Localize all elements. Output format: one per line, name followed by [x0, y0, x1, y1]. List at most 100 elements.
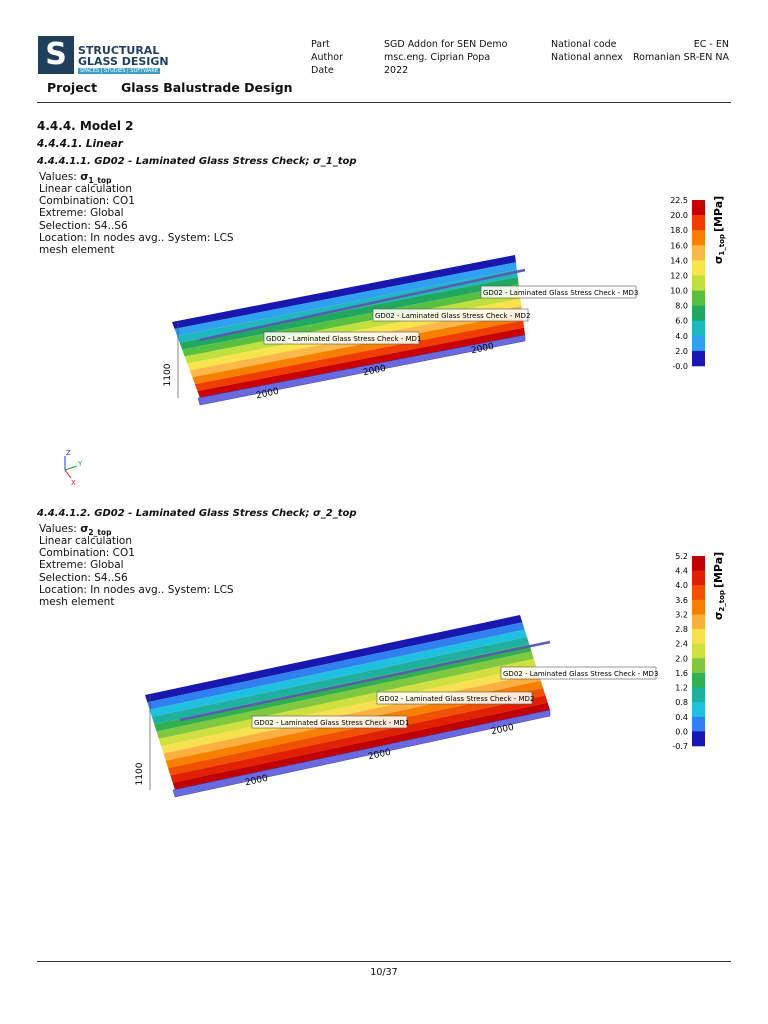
height-label: 1100 [163, 363, 173, 386]
logo-tagline: SPACES | STUDIES | SOFTWARE [78, 68, 160, 74]
code-value: Romanian SR-EN NA [633, 52, 729, 63]
check-label: GD02 - Laminated Glass Stress Check - MD… [266, 335, 421, 343]
code-label: National annex [551, 52, 623, 63]
legend-swatch [692, 629, 705, 644]
length-label: 2000 [490, 723, 515, 738]
contour-band [194, 320, 525, 392]
contour-band [172, 255, 516, 329]
values-label: Values: [39, 523, 77, 535]
project-label: Project [47, 80, 98, 95]
legend-swatch [692, 570, 705, 586]
plot: 1100 2000 2000 2000 GD02 - Laminated Glass S… [64, 196, 726, 487]
rail [199, 268, 526, 342]
info-line: Linear calculation [39, 535, 132, 547]
figure-title: 4.4.4.1.1. GD02 - Laminated Glass Stress… [37, 156, 357, 167]
logo-line: STRUCTURAL [78, 44, 160, 57]
legend-swatch [692, 200, 705, 216]
contour-band [145, 615, 523, 703]
legend-value: 0.8 [675, 698, 688, 707]
project-name: Glass Balustrade Design [121, 80, 293, 95]
beam [197, 334, 526, 406]
info-line: mesh element [39, 596, 115, 608]
legend-swatch [692, 215, 705, 231]
values-symbol: σ [80, 171, 89, 183]
meta-label: Author [311, 52, 343, 63]
contour-band [197, 327, 526, 398]
legend-title: σ1_top [MPa] [712, 196, 726, 264]
legend-swatch [692, 260, 705, 276]
length-label: 2000 [244, 774, 269, 789]
check-label: GD02 - Laminated Glass Stress Check - MD… [503, 670, 658, 678]
legend-value: 22.5 [670, 196, 688, 205]
legend-title: σ2_top [MPa] [712, 552, 726, 620]
contour-band [172, 702, 550, 790]
contour-band [192, 313, 524, 385]
rail [179, 640, 551, 722]
contour-band [147, 622, 525, 710]
values-symbol: σ [80, 523, 89, 535]
legend-value: 0.0 [675, 727, 688, 736]
legend-swatch [692, 556, 705, 571]
code-label: National code [551, 39, 617, 50]
legend-value: 2.0 [675, 654, 688, 663]
contour-band [151, 636, 530, 725]
values-subscript: 2_top [88, 528, 112, 538]
legend-value: 12.0 [670, 271, 688, 280]
beam [172, 709, 551, 798]
info-line: Location: In nodes avg.. System: LCS [39, 231, 234, 244]
axis-label: Y [77, 460, 83, 468]
page-number: 10/37 [370, 967, 398, 978]
axis [64, 469, 72, 479]
length-label: 2000 [367, 748, 392, 763]
code-value: EC - EN [693, 39, 729, 50]
info-line: mesh element [39, 244, 115, 256]
legend-value: -0.7 [672, 742, 688, 751]
contour-band [179, 276, 519, 350]
axis-label: X [71, 479, 76, 487]
legend-value: 2.8 [675, 625, 688, 634]
legend-value: 14.0 [670, 256, 688, 265]
figure-title: 4.4.4.1.2. GD02 - Laminated Glass Stress… [37, 508, 357, 519]
legend-value: 10.0 [670, 287, 688, 296]
legend-value: 4.4 [675, 567, 688, 576]
meta-label: Date [311, 65, 334, 76]
legend-unit: [MPa] [712, 196, 725, 232]
axis [64, 465, 78, 471]
check-label: GD02 - Laminated Glass Stress Check - MD… [379, 695, 534, 703]
legend-swatch [692, 320, 705, 337]
length-label: 2000 [470, 342, 495, 357]
legend-swatch [692, 702, 705, 718]
legend-value: 1.6 [675, 669, 688, 678]
legend-value: 4.0 [675, 332, 688, 341]
info-line: Linear calculation [39, 183, 132, 195]
legend-value: 18.0 [670, 226, 688, 235]
legend-value: 1.2 [675, 684, 688, 693]
legend-swatch [692, 658, 705, 674]
meta-value: 2022 [384, 65, 409, 76]
length-label: 2000 [255, 387, 280, 402]
check-label-box [251, 715, 408, 729]
check-label-box [376, 691, 533, 705]
meta-label: Part [311, 39, 330, 50]
legend-swatch [692, 731, 705, 747]
legend-value: 0.4 [675, 713, 688, 722]
values-label: Values: [39, 171, 77, 183]
legend-swatch [692, 335, 705, 352]
legend-subscript: 2_top [718, 590, 726, 612]
legend-value: 8.0 [675, 302, 688, 311]
legend-swatch [692, 350, 705, 367]
info-line: Location: In nodes avg.. System: LCS [39, 583, 234, 596]
legend-symbol: σ [712, 256, 725, 265]
info-line: Extreme: Global [39, 559, 124, 572]
values-line: Values: σ2_top [39, 523, 111, 539]
contour-band [156, 651, 534, 739]
legend-value: 3.6 [675, 596, 688, 605]
legend-value: 6.0 [675, 317, 688, 326]
check-label-box [500, 666, 657, 680]
legend-swatch [692, 599, 705, 615]
plot: 1100 2000 2000 2000 GD02 - Laminated Glass S… [135, 552, 726, 798]
check-label-box [480, 285, 637, 299]
section-heading: 4.4.4. Model 2 [37, 119, 134, 133]
legend-swatch [692, 585, 705, 601]
legend-swatch [692, 290, 705, 306]
